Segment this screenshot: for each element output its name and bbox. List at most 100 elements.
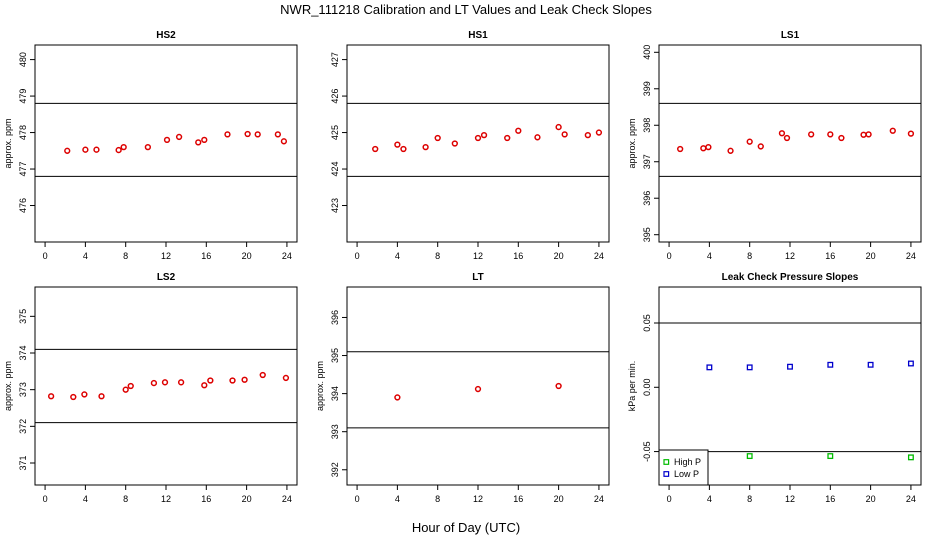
x-tick-label: 0 xyxy=(355,494,360,504)
y-tick-label: 395 xyxy=(642,227,652,242)
y-tick-label: 400 xyxy=(642,45,652,60)
y-tick-label: 423 xyxy=(330,198,340,213)
data-point xyxy=(254,131,261,138)
data-point xyxy=(163,136,171,144)
y-tick-label: 372 xyxy=(18,419,28,434)
panel-title: HS2 xyxy=(156,30,176,41)
x-tick-label: 0 xyxy=(355,251,360,261)
data-point xyxy=(207,377,214,384)
y-tick-label: 427 xyxy=(330,52,340,67)
data-point xyxy=(81,391,88,398)
x-tick-label: 20 xyxy=(242,494,252,504)
x-tick-label: 8 xyxy=(435,251,440,261)
x-tick-label: 4 xyxy=(707,494,712,504)
data-point xyxy=(127,382,134,390)
plot-frame xyxy=(346,44,610,243)
data-point xyxy=(474,134,482,142)
y-tick-label: 375 xyxy=(18,309,28,324)
y-tick-label: 397 xyxy=(642,154,652,169)
x-tick-label: 16 xyxy=(513,251,523,261)
x-tick-label: 8 xyxy=(123,494,128,504)
data-point xyxy=(534,134,541,141)
y-axis-label: kPa per min. xyxy=(627,361,637,412)
x-tick-label: 0 xyxy=(43,251,48,261)
panel-title: LT xyxy=(472,272,483,283)
x-tick-label: 16 xyxy=(825,251,835,261)
data-point xyxy=(827,453,834,460)
data-point xyxy=(451,140,458,147)
data-point xyxy=(422,143,429,151)
x-tick-label: 4 xyxy=(83,494,88,504)
legend-box xyxy=(658,449,709,486)
y-tick-label: 396 xyxy=(642,191,652,206)
x-tick-label: 4 xyxy=(395,251,400,261)
x-tick-label: 24 xyxy=(906,251,916,261)
data-point xyxy=(144,143,152,151)
data-point xyxy=(860,131,867,138)
data-point xyxy=(434,134,441,142)
x-tick-label: 20 xyxy=(242,251,252,261)
x-tick-label: 24 xyxy=(282,494,292,504)
x-tick-label: 8 xyxy=(123,251,128,261)
data-point xyxy=(561,131,568,138)
x-tick-label: 20 xyxy=(866,494,876,504)
y-tick-label: 396 xyxy=(330,310,340,325)
data-point xyxy=(224,131,231,138)
data-point xyxy=(98,393,105,400)
data-point xyxy=(677,145,684,153)
data-point xyxy=(120,143,127,151)
data-point xyxy=(746,138,753,145)
y-axis-label: approx. ppm xyxy=(3,361,13,411)
x-tick-label: 0 xyxy=(667,494,672,504)
x-tick-label: 20 xyxy=(554,251,564,261)
panel-title: LS1 xyxy=(781,30,800,41)
data-point xyxy=(70,393,77,401)
data-point xyxy=(64,147,71,154)
panel-ls2: LS2 approx. ppm 0 4 8 12 16 20 24 371 372 373 374 375 xyxy=(3,272,298,504)
y-tick-label: 373 xyxy=(18,382,28,397)
y-tick-label: 479 xyxy=(18,89,28,104)
y-tick-label: -0.05 xyxy=(642,441,652,462)
data-point xyxy=(177,379,185,386)
data-point xyxy=(241,376,248,383)
x-tick-label: 24 xyxy=(594,494,604,504)
data-point xyxy=(400,145,407,153)
data-point xyxy=(115,146,122,154)
data-point xyxy=(778,130,786,137)
x-tick-label: 8 xyxy=(747,494,752,504)
x-tick-label: 16 xyxy=(825,494,835,504)
panel-hs2: HS2 approx. ppm 0 4 8 12 16 20 24 476 477 478 479 480 xyxy=(3,30,298,261)
data-point xyxy=(474,385,482,393)
figure-xlabel: Hour of Day (UTC) xyxy=(412,520,520,535)
panel-title: Leak Check Pressure Slopes xyxy=(722,272,859,283)
y-tick-label: 480 xyxy=(18,52,28,67)
x-tick-label: 24 xyxy=(282,251,292,261)
data-point xyxy=(82,146,89,153)
y-tick-label: 426 xyxy=(330,89,340,104)
data-point xyxy=(787,363,793,370)
x-tick-label: 12 xyxy=(473,251,483,261)
data-point xyxy=(555,123,562,131)
x-tick-label: 20 xyxy=(866,251,876,261)
x-tick-label: 12 xyxy=(161,251,171,261)
data-point xyxy=(259,371,266,379)
data-point xyxy=(700,145,707,152)
panel-leak: Leak Check Pressure Slopes kPa per min. 0 4… xyxy=(627,272,922,504)
y-tick-label: 424 xyxy=(330,162,340,177)
legend-label: High P xyxy=(674,457,701,467)
y-tick-label: 399 xyxy=(642,81,652,96)
data-point xyxy=(555,382,562,390)
figure-title: NWR_111218 Calibration and LT Values and… xyxy=(280,2,652,17)
data-point xyxy=(504,134,511,142)
x-tick-label: 4 xyxy=(707,251,712,261)
plot-frame xyxy=(658,44,922,243)
x-tick-label: 8 xyxy=(435,494,440,504)
x-tick-label: 16 xyxy=(201,494,211,504)
y-tick-label: 392 xyxy=(330,462,340,477)
data-point xyxy=(727,147,734,154)
data-point xyxy=(229,377,236,384)
data-point xyxy=(595,129,603,136)
data-point xyxy=(161,379,169,386)
y-axis-label: approx. ppm xyxy=(3,118,13,168)
